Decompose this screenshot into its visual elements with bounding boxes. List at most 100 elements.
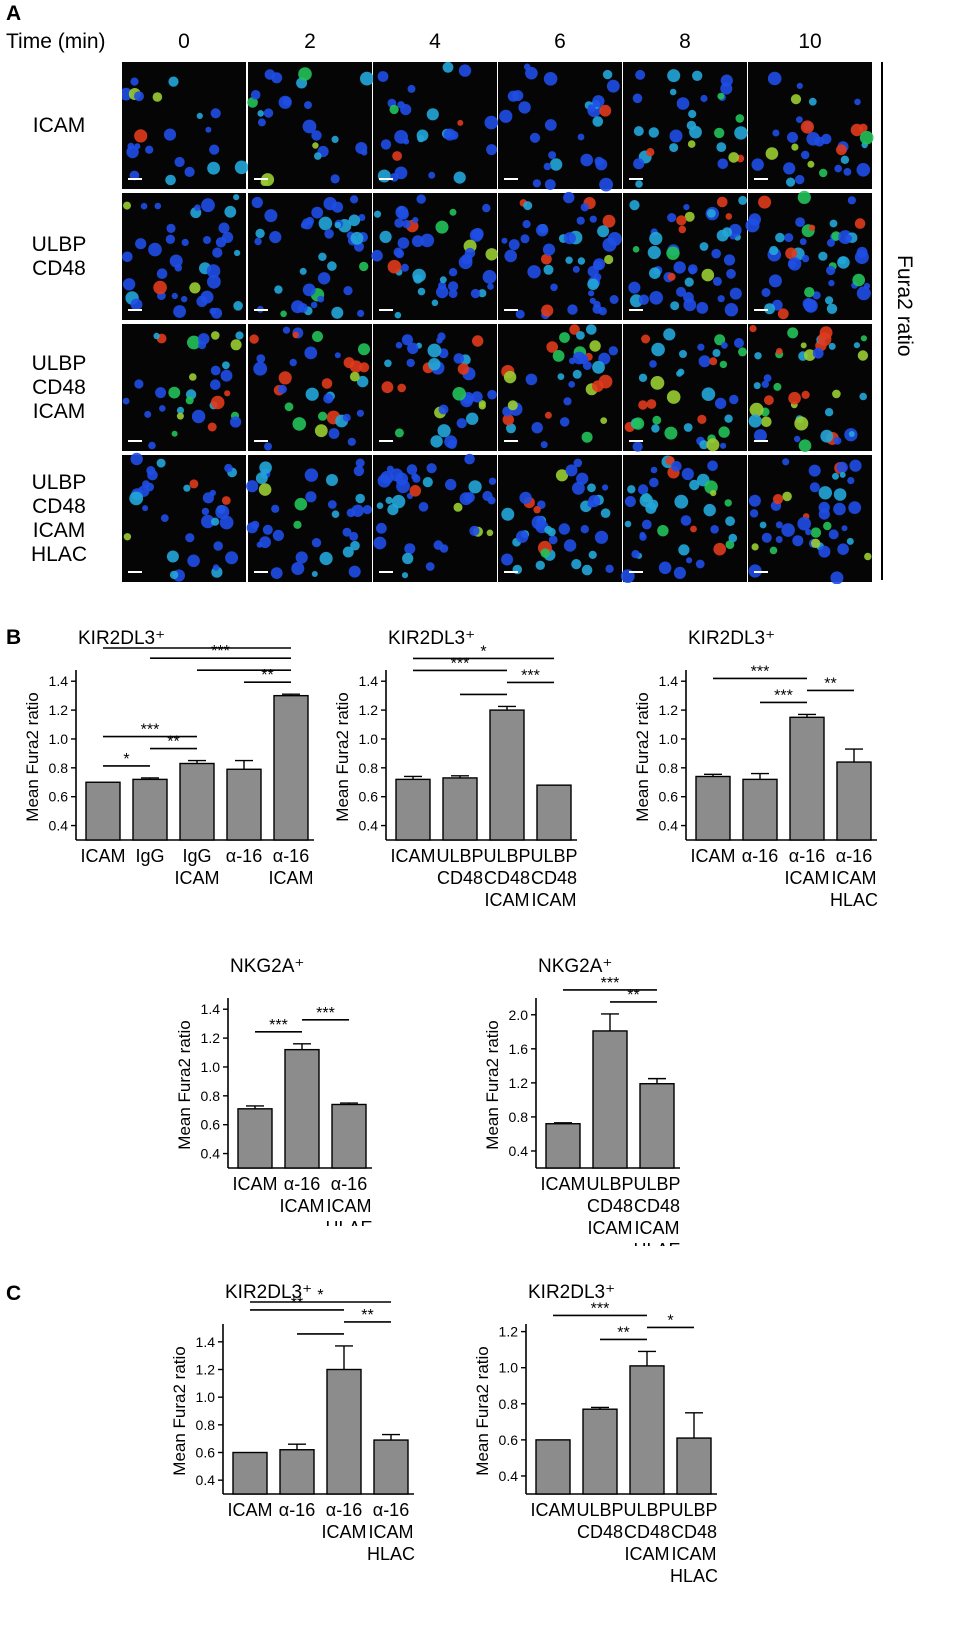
x-category-label: ICAM xyxy=(785,868,830,888)
bar xyxy=(535,1439,571,1495)
y-axis-label: Mean Fura2 ratio xyxy=(633,692,652,821)
chart-b2-kir2dl3: KIR2DL3⁺ Mean Fura2 ratio 0.4 0.6 0.8 1.0 1.2 1… xyxy=(333,628,578,908)
x-category-label: α-16 xyxy=(279,1500,315,1520)
chart-c2-kir2dl3: KIR2DL3⁺ Mean Fura2 ratio 0.4 0.6 0.8 1.0 1.2 I… xyxy=(473,1282,718,1586)
x-category-label: CD48 xyxy=(634,1196,680,1216)
bar xyxy=(836,761,872,841)
x-category-label: ICAM xyxy=(691,846,736,866)
micrograph-tile xyxy=(620,455,747,583)
time-point-label: 10 xyxy=(798,30,822,53)
significance-label: ** xyxy=(617,1324,629,1341)
micrograph-tile xyxy=(373,62,499,189)
x-category-label: ICAM xyxy=(327,1196,372,1216)
x-category-label: IgG xyxy=(182,846,211,866)
bar xyxy=(545,1123,581,1169)
chart-title: NKG2A⁺ xyxy=(538,956,612,977)
x-category-label: ICAM xyxy=(588,1218,633,1238)
significance-label: *** xyxy=(521,667,540,684)
time-point-label: 4 xyxy=(429,30,441,53)
panel-b-letter: B xyxy=(6,626,22,649)
condition-row-label: ULBP CD48 xyxy=(31,232,87,280)
bar xyxy=(331,1103,367,1169)
x-category-label: CD48 xyxy=(624,1522,670,1542)
y-axis-label: Mean Fura2 ratio xyxy=(473,1346,492,1475)
x-category-label: ICAM xyxy=(532,890,577,908)
significance-label: *** xyxy=(774,687,793,704)
significance-label: ** xyxy=(167,734,179,751)
x-category-label: ICAM xyxy=(531,1500,576,1520)
micrograph-tile xyxy=(623,193,748,320)
y-tick-label: 0.8 xyxy=(359,760,379,776)
condition-row-label: ULBP CD48 ICAM HLAC xyxy=(30,470,88,566)
bar xyxy=(179,762,215,841)
micrograph-tile xyxy=(623,324,747,452)
x-category-label: ICAM xyxy=(269,868,314,888)
y-tick-label: 1.0 xyxy=(49,731,69,747)
x-category-label: ICAM xyxy=(233,1174,278,1194)
micrograph-tile xyxy=(248,193,372,320)
y-tick-label: 0.4 xyxy=(196,1472,216,1488)
y-tick-label: 0.8 xyxy=(49,760,69,776)
bar xyxy=(373,1439,409,1495)
micrograph-tile xyxy=(748,455,872,584)
x-category-label: CD48 xyxy=(437,868,483,888)
significance-label: * xyxy=(123,751,129,768)
y-tick-label: 1.0 xyxy=(201,1059,221,1075)
micrograph-tile xyxy=(248,324,372,451)
condition-row-label: ULBP CD48 ICAM xyxy=(31,351,87,423)
x-category-label: ICAM xyxy=(228,1500,273,1520)
y-tick-label: 1.4 xyxy=(49,673,69,689)
bar xyxy=(592,1030,628,1169)
x-category-label: ICAM xyxy=(832,868,877,888)
y-tick-label: 0.8 xyxy=(659,760,679,776)
significance-label: *** xyxy=(751,663,770,680)
y-tick-label: 0.4 xyxy=(509,1143,529,1159)
y-tick-label: 0.4 xyxy=(359,818,379,834)
x-category-label: ICAM xyxy=(322,1522,367,1542)
micrograph-tile xyxy=(247,62,374,189)
y-axis-label: Mean Fura2 ratio xyxy=(170,1346,189,1475)
y-tick-label: 1.2 xyxy=(499,1324,519,1340)
x-category-label: α-16 xyxy=(836,846,872,866)
significance-label: ** xyxy=(824,675,836,692)
y-tick-label: 1.0 xyxy=(196,1389,216,1405)
y-tick-label: 1.0 xyxy=(659,731,679,747)
x-category-label: CD48 xyxy=(484,868,530,888)
bar xyxy=(676,1437,712,1495)
y-tick-label: 1.4 xyxy=(659,673,679,689)
y-tick-label: 1.2 xyxy=(201,1030,221,1046)
chart-title: NKG2A⁺ xyxy=(230,956,304,977)
significance-label: ** xyxy=(261,667,273,684)
time-point-label: 2 xyxy=(304,30,316,53)
micrograph-tile xyxy=(122,452,246,582)
y-tick-label: 1.4 xyxy=(201,1001,221,1017)
x-category-label: HLAE xyxy=(633,1240,680,1246)
time-axis-label: Time (min) xyxy=(6,30,106,53)
micrograph-tile xyxy=(498,191,622,320)
significance-label: *** xyxy=(591,1300,610,1317)
x-category-label: ICAM xyxy=(81,846,126,866)
bar xyxy=(232,1451,268,1495)
bar xyxy=(132,778,168,841)
x-category-label: CD48 xyxy=(577,1522,623,1542)
x-category-label: α-16 xyxy=(742,846,778,866)
y-tick-label: 0.6 xyxy=(201,1117,221,1133)
x-category-label: ICAM xyxy=(672,1544,717,1564)
chart-c1-kir2dl3: KIR2DL3⁺ Mean Fura2 ratio 0.4 0.6 0.8 1.0 1.2 1… xyxy=(170,1282,415,1562)
micrograph-tile xyxy=(498,62,622,192)
y-tick-label: 1.6 xyxy=(509,1041,529,1057)
bar xyxy=(273,694,309,841)
micrograph-tile xyxy=(498,324,622,451)
chart-b3-kir2dl3: KIR2DL3⁺ Mean Fura2 ratio 0.4 0.6 0.8 1.0 1.2 1… xyxy=(633,628,878,908)
micrograph-tile xyxy=(371,193,498,320)
significance-label: * xyxy=(667,1312,673,1329)
significance-label: *** xyxy=(211,643,230,660)
x-category-label: ICAM xyxy=(280,1196,325,1216)
x-category-label: α-16 xyxy=(273,846,309,866)
y-tick-label: 1.2 xyxy=(509,1075,529,1091)
y-tick-label: 2.0 xyxy=(509,1007,529,1023)
time-point-label: 6 xyxy=(554,30,566,53)
y-tick-label: 0.4 xyxy=(499,1468,519,1484)
x-category-label: CD48 xyxy=(587,1196,633,1216)
bar xyxy=(326,1368,362,1495)
